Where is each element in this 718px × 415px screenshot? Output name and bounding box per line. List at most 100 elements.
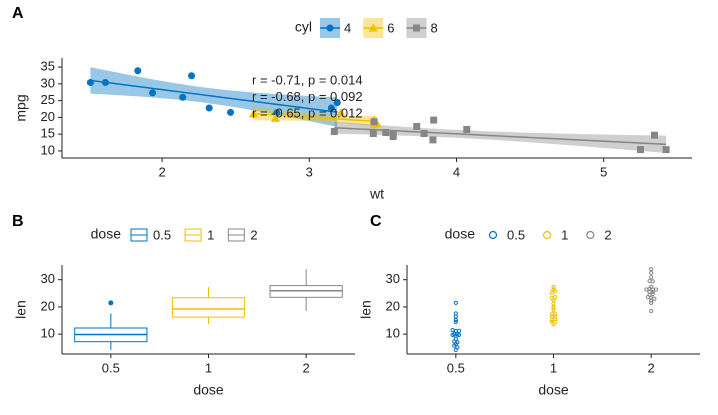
y-tick-label: 10: [41, 326, 55, 341]
y-axis-label: len: [358, 300, 374, 319]
x-tick-label: 1: [550, 360, 557, 375]
legend-key: [542, 230, 552, 240]
point: [101, 78, 109, 86]
box: [171, 297, 246, 318]
x-tick-label: 2: [303, 360, 310, 375]
point: [430, 116, 438, 124]
point: [420, 130, 428, 138]
legend-label: 2: [250, 227, 257, 242]
dot: [450, 327, 455, 333]
legend-label: 1: [207, 227, 214, 242]
point: [662, 146, 670, 154]
point: [149, 89, 157, 97]
dot: [647, 292, 652, 297]
panel-label: A: [12, 5, 24, 22]
dot: [653, 287, 659, 292]
outlier: [108, 300, 114, 306]
x-tick-label: 0.5: [102, 360, 120, 375]
dot: [553, 319, 558, 324]
y-tick-label: 10: [386, 326, 400, 341]
legend-label: 1: [561, 227, 568, 242]
y-tick-label: 35: [41, 58, 55, 73]
dot: [650, 289, 655, 295]
dot: [649, 270, 654, 275]
dot: [652, 296, 657, 301]
panel-label: B: [12, 213, 24, 230]
legend-marker: [412, 24, 420, 32]
point: [333, 99, 341, 107]
x-tick-label: 3: [306, 164, 313, 179]
regression-line: [253, 112, 378, 123]
point: [286, 109, 296, 118]
dot: [453, 336, 458, 342]
x-tick-label: 4: [453, 164, 460, 179]
point: [382, 128, 390, 136]
legend-key: [488, 230, 498, 240]
legend-key: [586, 230, 595, 240]
point: [227, 108, 235, 116]
dot: [453, 319, 458, 324]
regression-line: [90, 79, 338, 113]
dot: [650, 291, 655, 296]
annotation: r = -0.68, p = 0.092: [252, 89, 363, 104]
y-tick-label: 25: [41, 92, 55, 107]
x-tick-label: 1: [205, 360, 212, 375]
dot: [551, 284, 556, 290]
point: [270, 113, 280, 122]
point: [389, 130, 397, 138]
x-axis-label: dose: [538, 382, 569, 398]
dot: [650, 279, 655, 284]
panel-label: C: [370, 213, 382, 230]
dot: [644, 287, 649, 292]
legend-label: 8: [430, 20, 437, 35]
point: [650, 131, 658, 139]
dot: [553, 312, 558, 317]
dot: [551, 304, 556, 310]
legend-title: dose: [445, 226, 476, 242]
x-tick-label: 2: [158, 164, 165, 179]
point: [330, 127, 338, 135]
y-tick-label: 20: [41, 109, 55, 124]
x-axis-label: wt: [369, 186, 384, 202]
y-tick-label: 30: [386, 271, 400, 286]
dot: [453, 333, 458, 338]
dot: [455, 340, 460, 345]
y-tick-label: 30: [41, 271, 55, 286]
confidence-band: [334, 121, 667, 153]
dot: [456, 328, 462, 333]
y-tick-label: 10: [41, 142, 55, 157]
y-axis-label: mpg: [13, 94, 29, 121]
regression-line: [334, 126, 667, 146]
y-axis-label: len: [13, 300, 29, 319]
dot: [649, 266, 654, 272]
x-tick-label: 2: [648, 360, 655, 375]
point: [413, 122, 421, 130]
dot: [551, 301, 556, 306]
legend-marker: [326, 24, 334, 32]
dot: [649, 308, 654, 314]
annotation: r = -0.65, p = 0.012: [252, 105, 363, 120]
point: [327, 104, 335, 112]
x-axis-label: dose: [193, 382, 224, 398]
y-tick-label: 20: [386, 298, 400, 313]
dot: [649, 275, 654, 280]
point: [188, 72, 196, 80]
dot: [456, 332, 462, 338]
point: [336, 108, 346, 117]
point: [636, 146, 644, 154]
dot: [453, 314, 458, 319]
legend-marker: [368, 23, 378, 32]
dot: [549, 295, 555, 301]
point: [370, 118, 378, 126]
legend-label: 6: [387, 20, 394, 35]
dot: [549, 290, 555, 295]
dot: [453, 300, 458, 305]
point: [205, 104, 213, 112]
legend-title: cyl: [295, 19, 312, 35]
x-tick-label: 0.5: [447, 360, 465, 375]
point: [248, 109, 258, 118]
y-tick-label: 30: [41, 75, 55, 90]
dot: [649, 284, 654, 290]
point: [429, 136, 437, 144]
